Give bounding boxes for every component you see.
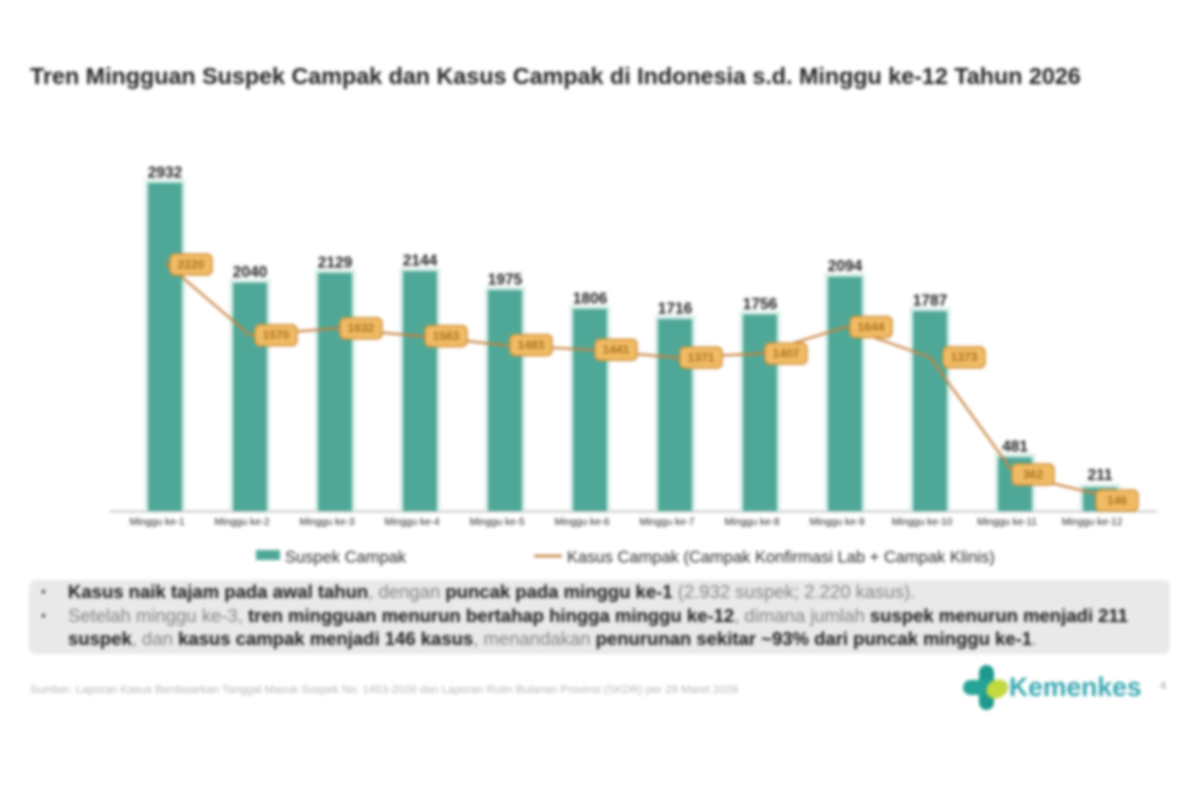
- svg-text:1371: 1371: [688, 350, 715, 364]
- svg-text:Minggu ke-1: Minggu ke-1: [129, 517, 184, 528]
- svg-text:1975: 1975: [488, 272, 523, 289]
- svg-text:Suspek Campak: Suspek Campak: [285, 549, 407, 567]
- svg-text:2144: 2144: [403, 253, 438, 270]
- svg-text:2932: 2932: [148, 164, 182, 181]
- svg-text:1407: 1407: [773, 346, 800, 360]
- svg-text:2094: 2094: [828, 258, 863, 275]
- svg-text:2040: 2040: [233, 264, 267, 281]
- svg-text:Minggu ke-6: Minggu ke-6: [554, 517, 609, 528]
- svg-text:Minggu ke-3: Minggu ke-3: [299, 517, 354, 528]
- svg-text:1787: 1787: [913, 293, 947, 310]
- svg-text:Minggu ke-4: Minggu ke-4: [384, 517, 439, 528]
- svg-text:1483: 1483: [518, 338, 545, 352]
- svg-text:211: 211: [1087, 467, 1112, 484]
- svg-text:2220: 2220: [178, 257, 205, 271]
- svg-text:1563: 1563: [433, 329, 460, 343]
- svg-text:Minggu ke-10: Minggu ke-10: [892, 517, 953, 528]
- svg-text:Minggu ke-11: Minggu ke-11: [977, 517, 1037, 528]
- svg-text:Minggu ke-2: Minggu ke-2: [214, 517, 269, 528]
- svg-text:1756: 1756: [743, 296, 778, 313]
- svg-text:1441: 1441: [603, 343, 630, 357]
- svg-text:Minggu ke-5: Minggu ke-5: [469, 517, 524, 528]
- svg-text:Minggu ke-8: Minggu ke-8: [724, 517, 779, 528]
- svg-text:1806: 1806: [573, 290, 608, 307]
- svg-text:Kasus Campak (Campak Konfirmas: Kasus Campak (Campak Konfirmasi Lab + Ca…: [567, 549, 995, 567]
- svg-text:2129: 2129: [318, 254, 353, 271]
- svg-text:146: 146: [1107, 493, 1127, 507]
- svg-text:Minggu ke-7: Minggu ke-7: [639, 517, 694, 528]
- svg-text:1570: 1570: [263, 328, 290, 342]
- svg-text:1716: 1716: [658, 301, 693, 318]
- svg-text:1632: 1632: [348, 321, 375, 335]
- svg-text:481: 481: [1002, 439, 1028, 456]
- svg-text:362: 362: [1023, 467, 1043, 481]
- svg-text:1644: 1644: [858, 320, 885, 334]
- svg-text:Minggu ke-12: Minggu ke-12: [1062, 517, 1123, 528]
- svg-text:Minggu ke-9: Minggu ke-9: [809, 517, 864, 528]
- svg-text:1373: 1373: [951, 350, 978, 364]
